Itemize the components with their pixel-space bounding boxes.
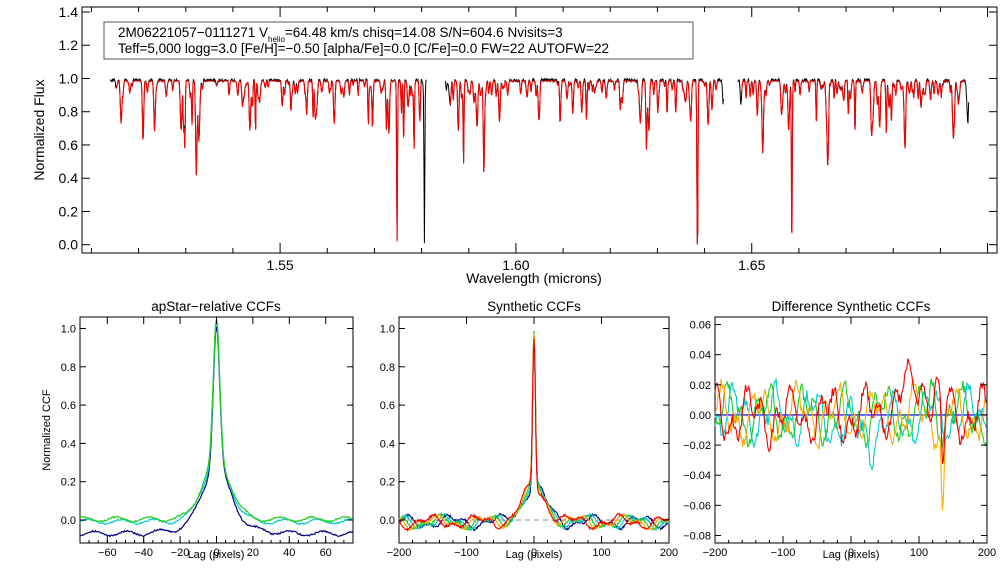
- x-tick-label: −100: [771, 547, 796, 559]
- apstar-ccf-x-label: Lag (pixels): [188, 549, 245, 561]
- spectrum-y-ticks: 0.0 0.2 0.4 0.6 0.8 1.0 1.2 1.4: [59, 4, 997, 253]
- y-tick-label: 0.8: [380, 362, 395, 374]
- y-tick-label: 0.0: [380, 515, 395, 527]
- y-tick-label: 0.4: [59, 170, 79, 186]
- observed-spectrum-chip-3: [737, 76, 970, 233]
- synthetic-ccf-line-visit-3: [398, 333, 670, 531]
- apstar-ccf-axes-frame: [79, 316, 354, 544]
- x-tick-label: 60: [320, 547, 332, 559]
- apstar-ccf-y-label: Normalized CCF: [41, 389, 53, 471]
- apstar-ccf-x-ticks: −60 −40 −20 0 20 40 60: [79, 317, 354, 559]
- info-line-2: Teff=5,000 logg=3.0 [Fe/H]=−0.50 [alpha/…: [118, 41, 609, 56]
- x-tick-label: −200: [387, 547, 412, 559]
- spectrum-axes-frame: [81, 6, 998, 254]
- y-tick-label: 0.02: [690, 380, 711, 392]
- spectrum-x-ticks: 1.55 1.60 1.65: [90, 7, 989, 273]
- difference-ccf-line-visit-4: [714, 358, 987, 464]
- difference-ccf-y-ticks: −0.08 −0.06 −0.04 −0.02 0.00 0.02 0.04 0.06: [683, 320, 987, 542]
- y-tick-label: 0.8: [61, 362, 76, 374]
- y-tick-label: 0.0: [61, 515, 76, 527]
- apstar-ccf-title: apStar−relative CCFs: [151, 299, 281, 314]
- synthetic-spectrum-chip-2: [449, 80, 720, 245]
- x-tick-label: −60: [98, 547, 117, 559]
- x-tick-label: 200: [978, 547, 996, 559]
- y-tick-label: 0.2: [59, 203, 79, 219]
- difference-ccf-axes-frame: [714, 316, 988, 544]
- y-tick-label: 0.6: [59, 137, 79, 153]
- y-tick-label: 1.4: [59, 4, 79, 20]
- synthetic-ccf-panel: 0.0 0.2 0.4 0.6 0.8 1.0 −200 −100 0 100 200 Synth…: [380, 299, 678, 561]
- x-tick-label: 0: [531, 547, 537, 559]
- synthetic-spectrum-chip-3: [741, 80, 966, 234]
- x-tick-label: 200: [660, 547, 678, 559]
- y-tick-label: 1.0: [380, 323, 395, 335]
- x-tick-label: 1.60: [502, 257, 529, 273]
- info-box: [103, 21, 694, 60]
- synthetic-ccf-line-visit-2: [398, 330, 670, 531]
- y-tick-label: −0.02: [683, 440, 711, 452]
- ccf-line-visit-3: [79, 318, 354, 524]
- synthetic-ccf-line-visit-4: [398, 338, 670, 532]
- y-tick-label: 0.4: [380, 438, 395, 450]
- x-tick-label: −40: [134, 547, 153, 559]
- y-tick-label: 0.06: [690, 320, 711, 332]
- synthetic-ccf-x-label: Lag (pixels): [506, 549, 563, 561]
- x-tick-label: −100: [454, 547, 479, 559]
- y-tick-label: 0.6: [61, 400, 76, 412]
- difference-ccf-x-label: Lag (pixels): [823, 549, 880, 561]
- y-tick-label: 0.4: [61, 438, 76, 450]
- spectrum-y-label: Normalized Flux: [31, 79, 47, 180]
- observed-spectrum-chip-1: [109, 77, 427, 244]
- y-tick-label: 0.8: [59, 104, 79, 120]
- difference-ccf-traces: [714, 358, 987, 511]
- y-tick-label: 0.04: [690, 350, 711, 362]
- difference-ccf-title: Difference Synthetic CCFs: [772, 299, 931, 314]
- ccf-line-visit-1: [79, 326, 354, 538]
- synthetic-ccf-line-combined: [398, 337, 670, 532]
- spectrum-traces: [109, 76, 970, 245]
- x-tick-label: 40: [283, 547, 295, 559]
- x-tick-label: 1.55: [266, 257, 293, 273]
- x-tick-label: 0: [848, 547, 854, 559]
- difference-ccf-line-visit-3: [714, 379, 987, 511]
- synthetic-ccf-y-ticks: 0.0 0.2 0.4 0.6 0.8 1.0: [380, 323, 669, 527]
- apstar-ccf-panel: 0.0 0.2 0.4 0.6 0.8 1.0 −60 −40 −20 0 20 40 60 apSt…: [41, 299, 354, 561]
- x-tick-label: −20: [171, 547, 190, 559]
- spectrum-x-label: Wavelength (microns): [466, 270, 602, 286]
- y-tick-label: 0.2: [61, 477, 76, 489]
- spectrum-panel: 2M06221057−0111271 Vhelio=64.48 km/s chi…: [31, 4, 998, 286]
- y-tick-label: −0.08: [683, 530, 711, 542]
- y-tick-label: 1.2: [59, 37, 79, 53]
- synthetic-ccf-traces: [398, 330, 670, 532]
- synthetic-ccf-title: Synthetic CCFs: [487, 299, 581, 314]
- x-tick-label: 100: [592, 547, 610, 559]
- x-tick-label: 0: [213, 547, 219, 559]
- y-tick-label: −0.04: [683, 470, 711, 482]
- synthetic-ccf-x-ticks: −200 −100 0 100 200: [387, 317, 678, 559]
- synthetic-ccf-line-visit-1: [398, 332, 670, 532]
- observed-spectrum-chip-2: [444, 77, 724, 244]
- x-tick-label: 20: [247, 547, 259, 559]
- y-tick-label: 1.0: [59, 70, 79, 86]
- y-tick-label: 0.6: [380, 400, 395, 412]
- y-tick-label: 1.0: [61, 323, 76, 335]
- x-tick-label: −200: [703, 547, 728, 559]
- ccf-line-visit-2: [79, 320, 354, 526]
- x-tick-label: 100: [910, 547, 928, 559]
- synthetic-spectrum-chip-1: [115, 79, 422, 242]
- info-line-1: 2M06221057−0111271 Vhelio=64.48 km/s chi…: [118, 25, 563, 44]
- y-tick-label: 0.2: [380, 477, 395, 489]
- y-tick-label: 0.00: [690, 410, 711, 422]
- difference-ccf-x-ticks: −200 −100 0 100 200: [703, 317, 996, 559]
- apstar-ccf-traces: [79, 318, 354, 538]
- y-tick-label: 0.0: [59, 237, 79, 253]
- y-tick-label: −0.06: [683, 500, 711, 512]
- x-tick-label: 1.65: [738, 257, 765, 273]
- difference-ccf-panel: −0.08 −0.06 −0.04 −0.02 0.00 0.02 0.04 0.06 −20…: [683, 299, 996, 561]
- apstar-ccf-y-ticks: 0.0 0.2 0.4 0.6 0.8 1.0: [61, 323, 353, 527]
